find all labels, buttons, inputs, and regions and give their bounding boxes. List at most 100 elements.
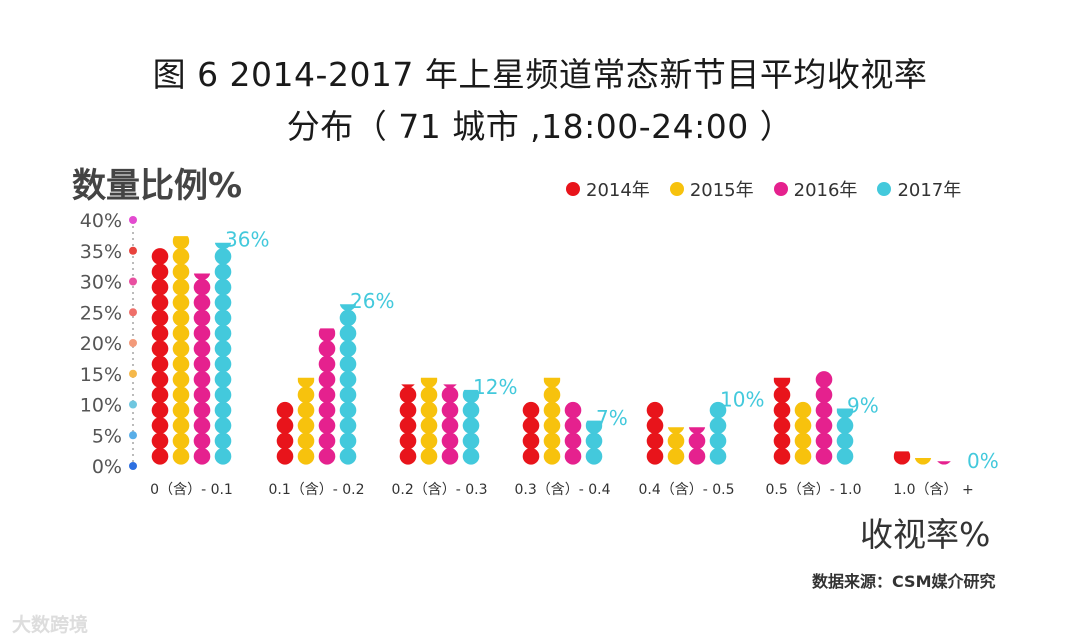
- data-dot: [151, 401, 169, 419]
- data-dot: [151, 263, 169, 281]
- data-dot: [172, 371, 190, 388]
- data-dot: [420, 401, 438, 419]
- data-dot-partial: [688, 427, 706, 434]
- data-dot: [688, 448, 706, 465]
- data-dot-partial: [401, 384, 415, 388]
- data-dot: [193, 325, 211, 342]
- data-dot: [318, 401, 336, 419]
- data-dot: [151, 325, 169, 342]
- data-dot: [773, 401, 791, 419]
- data-dot: [214, 371, 232, 388]
- data-dot: [318, 371, 336, 388]
- legend-dot-2014: [566, 182, 580, 196]
- legend-label-2017: 2017年: [897, 180, 962, 201]
- data-dot: [441, 386, 459, 404]
- data-dot: [214, 386, 232, 404]
- data-dot: [543, 417, 561, 434]
- data-dot: [836, 448, 854, 465]
- data-dot: [339, 448, 357, 465]
- y-axis-dot: [129, 308, 137, 317]
- data-dot: [564, 432, 582, 450]
- data-dot: [214, 340, 232, 357]
- data-dot: [214, 309, 232, 327]
- x-tick-label: 0.4（含）- 0.5: [638, 482, 734, 498]
- data-dot: [441, 432, 459, 450]
- data-dot: [172, 294, 190, 311]
- y-axis-dot: [129, 277, 137, 286]
- data-dot: [193, 371, 211, 388]
- watermark: 大数跨境: [12, 614, 89, 636]
- data-dot: [773, 386, 791, 404]
- y-tick-label: 30%: [80, 272, 122, 294]
- data-dot: [297, 432, 315, 450]
- y-tick-label: 15%: [80, 364, 122, 386]
- data-dot: [709, 417, 727, 434]
- data-dot: [462, 401, 480, 419]
- data-dot: [151, 340, 169, 357]
- data-dot-partial: [420, 377, 438, 388]
- data-dot: [543, 386, 561, 404]
- data-dot: [399, 432, 417, 450]
- data-dot: [214, 263, 232, 281]
- data-dot: [297, 448, 315, 465]
- data-dot: [151, 386, 169, 404]
- data-dot: [441, 417, 459, 434]
- y-axis-dot: [129, 339, 137, 347]
- y-axis-dot: [129, 462, 137, 470]
- data-label: 9%: [847, 394, 879, 418]
- data-dot: [318, 417, 336, 434]
- data-label: 36%: [225, 228, 269, 252]
- data-dot-partial: [836, 408, 854, 419]
- data-dot: [193, 278, 211, 296]
- data-dot: [522, 432, 540, 450]
- data-dot: [339, 355, 357, 373]
- data-dot: [794, 432, 812, 450]
- data-dot: [462, 432, 480, 450]
- data-dot-partial: [543, 377, 561, 388]
- data-dot: [522, 417, 540, 434]
- x-tick-label: 1.0（含） +: [893, 482, 973, 498]
- data-dot-partial: [297, 377, 315, 388]
- data-dot: [420, 448, 438, 465]
- data-dot: [646, 401, 664, 419]
- data-dot: [276, 448, 294, 465]
- data-dot: [214, 248, 232, 265]
- data-dot: [836, 432, 854, 450]
- data-dot: [297, 417, 315, 434]
- legend-label-2016: 2016年: [793, 180, 858, 201]
- legend: 2014年 2015年 2016年 2017年: [566, 176, 961, 202]
- data-dot: [151, 278, 169, 296]
- data-dot-partial: [773, 377, 791, 388]
- legend-item-2014: 2014年: [566, 176, 650, 202]
- data-dot: [151, 417, 169, 434]
- data-dot-partial: [937, 461, 951, 465]
- data-dot: [172, 309, 190, 327]
- data-dot: [193, 448, 211, 465]
- data-dot-partial: [462, 389, 480, 404]
- y-axis-dot: [129, 431, 137, 440]
- data-dot-partial: [667, 427, 685, 434]
- data-dot: [193, 340, 211, 357]
- legend-item-2017: 2017年: [877, 176, 961, 202]
- data-dot: [172, 340, 190, 357]
- data-dot: [193, 417, 211, 434]
- data-dot: [339, 401, 357, 419]
- data-dot: [214, 294, 232, 311]
- data-dot: [688, 432, 706, 450]
- x-tick-label: 0.5（含）- 1.0: [765, 482, 861, 498]
- data-dot: [462, 417, 480, 434]
- data-dot: [815, 401, 833, 419]
- chart-title-line1: 图 6 2014-2017 年上星频道常态新节目平均收视率: [152, 55, 928, 94]
- y-tick-label: 20%: [80, 333, 122, 355]
- data-label: 10%: [720, 388, 764, 412]
- y-tick-label: 35%: [80, 241, 122, 263]
- data-dot: [151, 309, 169, 327]
- data-dot: [441, 448, 459, 465]
- data-label: 7%: [596, 406, 628, 430]
- data-dot: [815, 417, 833, 434]
- data-source: 数据来源：CSM媒介研究: [812, 572, 996, 591]
- data-dot: [151, 371, 169, 388]
- data-dot: [420, 386, 438, 404]
- data-dot: [214, 417, 232, 434]
- y-axis-title: 数量比例%: [72, 166, 243, 206]
